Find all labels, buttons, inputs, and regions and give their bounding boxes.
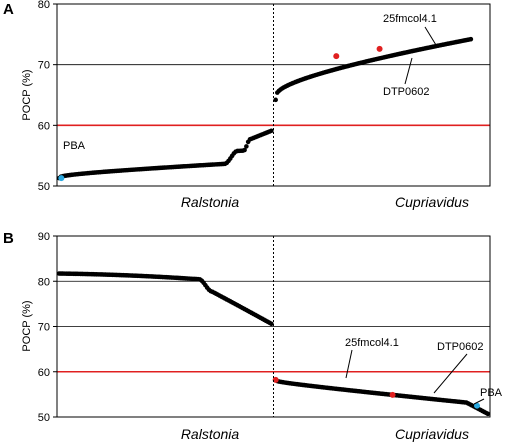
y-tick-label: 70 bbox=[38, 322, 50, 334]
data-point bbox=[269, 128, 274, 134]
panel-a-label-25fmcol4-1: 25fmcol4.1 bbox=[383, 13, 437, 25]
y-tick-label: 90 bbox=[38, 231, 50, 243]
y-tick-label: 50 bbox=[38, 412, 50, 424]
panel-a-label-dtp0602: DTP0602 bbox=[383, 86, 429, 98]
panel-a-letter: A bbox=[3, 1, 14, 18]
panel-b-letter: B bbox=[3, 230, 14, 247]
y-tick-label: 70 bbox=[38, 60, 50, 72]
panel-a-y-axis-title: POCP (%) bbox=[21, 69, 33, 120]
y-tick-label: 60 bbox=[38, 367, 50, 379]
highlight-point bbox=[389, 391, 396, 398]
panel-b-highlights bbox=[272, 376, 481, 409]
data-point bbox=[244, 144, 249, 149]
highlight-point bbox=[58, 175, 65, 182]
highlight-point bbox=[333, 53, 340, 60]
data-point bbox=[242, 147, 247, 153]
panel-b-y-ticks: 50 60 70 80 90 bbox=[38, 231, 57, 424]
y-tick-label: 80 bbox=[38, 276, 50, 288]
data-point bbox=[269, 321, 274, 327]
panel-a-label-pba: PBA bbox=[63, 140, 86, 152]
highlight-point bbox=[474, 402, 481, 409]
data-point bbox=[468, 36, 474, 42]
panel-b-grid bbox=[57, 280, 490, 373]
panel-b: B POCP (%) 50 60 70 80 90 Ralstonia Cupriavi… bbox=[3, 230, 503, 442]
panel-a-points bbox=[56, 36, 474, 181]
panel-a-y-ticks: 50 60 70 80 bbox=[38, 0, 57, 193]
panel-a: A POCP (%) 50 60 70 80 Ralstonia Cupriavidu… bbox=[3, 0, 491, 210]
panel-a-leader-25fmcol4-1 bbox=[424, 26, 437, 46]
panel-a-group-label-cupriavidus: Cupriavidus bbox=[395, 194, 469, 210]
panel-b-y-axis-title: POCP (%) bbox=[21, 300, 33, 351]
panel-b-label-pba: PBA bbox=[480, 387, 503, 399]
data-point bbox=[485, 411, 491, 417]
highlight-point bbox=[376, 45, 383, 52]
data-point bbox=[273, 97, 278, 103]
panel-b-leader-dtp0602 bbox=[433, 353, 468, 394]
y-tick-label: 60 bbox=[38, 120, 50, 132]
panel-b-group-label-cupriavidus: Cupriavidus bbox=[395, 426, 469, 442]
panel-b-plot-frame bbox=[56, 235, 491, 418]
panel-b-label-dtp0602: DTP0602 bbox=[437, 341, 483, 353]
panel-a-group-label-ralstonia: Ralstonia bbox=[181, 194, 240, 210]
y-tick-label: 50 bbox=[38, 181, 50, 193]
panel-b-label-25fmcol4-1: 25fmcol4.1 bbox=[345, 337, 399, 349]
y-tick-label: 80 bbox=[38, 0, 50, 11]
panel-a-plot-frame bbox=[56, 3, 491, 187]
highlight-point bbox=[272, 376, 279, 383]
panel-a-leader-dtp0602 bbox=[404, 57, 413, 85]
panel-a-highlights bbox=[58, 45, 383, 182]
panel-b-leader-pba bbox=[473, 398, 485, 405]
panel-b-group-label-ralstonia: Ralstonia bbox=[181, 426, 240, 442]
panel-b-leader-25fmcol4-1 bbox=[345, 349, 353, 379]
